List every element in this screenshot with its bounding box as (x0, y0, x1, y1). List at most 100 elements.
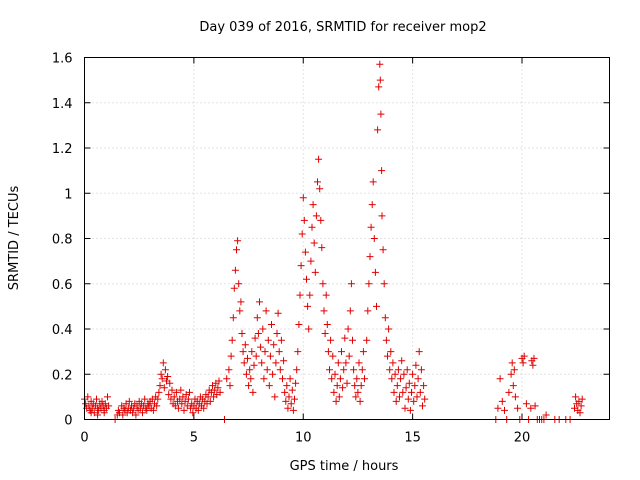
data-point (496, 375, 504, 383)
data-point (404, 395, 412, 403)
data-point (361, 375, 368, 383)
data-point (231, 266, 239, 274)
data-point (279, 375, 286, 383)
data-point (417, 366, 425, 374)
data-point (409, 370, 417, 378)
data-point (309, 201, 317, 209)
data-point (119, 411, 127, 419)
data-point (344, 325, 352, 333)
data-point (296, 291, 304, 299)
data-point (529, 361, 537, 369)
data-point (346, 307, 354, 315)
data-point (339, 384, 347, 392)
data-point (93, 395, 100, 403)
data-point (172, 388, 180, 396)
data-point (261, 348, 269, 356)
data-point (292, 379, 300, 387)
data-point (399, 388, 407, 396)
data-point (277, 336, 285, 344)
x-tick-label: 10 (295, 431, 312, 446)
data-point (175, 404, 183, 412)
x-axis-label: GPS time / hours (290, 459, 399, 474)
data-point (355, 359, 363, 367)
data-point (157, 370, 165, 378)
data-point (414, 375, 422, 383)
data-point (265, 382, 273, 390)
chart-title: Day 039 of 2016, SRMTID for receiver mop… (199, 20, 486, 35)
data-point (271, 393, 279, 401)
data-point (242, 370, 250, 378)
data-point (299, 194, 307, 202)
data-point (301, 248, 309, 256)
data-point (352, 393, 360, 401)
data-point (365, 280, 373, 288)
data-points (81, 60, 586, 423)
data-point (257, 343, 265, 351)
data-point (320, 307, 328, 315)
data-point (340, 366, 348, 374)
data-point (284, 404, 292, 412)
data-point (514, 404, 522, 412)
data-point (158, 375, 166, 383)
data-point (303, 275, 310, 283)
data-point (161, 366, 169, 374)
data-point (420, 382, 428, 390)
data-point (258, 359, 266, 367)
data-point (306, 291, 314, 299)
data-point (520, 352, 528, 360)
data-point (288, 386, 296, 394)
data-point (510, 366, 518, 374)
data-point (194, 406, 202, 414)
data-point (378, 212, 386, 220)
data-point (262, 307, 270, 315)
data-point (233, 246, 240, 254)
data-point (405, 379, 413, 387)
x-tick-label: 15 (404, 431, 421, 446)
data-point (419, 402, 426, 410)
data-point (385, 325, 393, 333)
data-point (408, 388, 415, 396)
data-point (507, 370, 515, 378)
y-tick-label: 1 (64, 187, 72, 202)
y-tick-label: 0 (64, 414, 72, 429)
data-point (501, 406, 508, 414)
data-point (307, 257, 315, 265)
data-point (246, 366, 254, 374)
data-point (104, 393, 111, 401)
data-point (356, 397, 364, 405)
data-point (329, 352, 337, 360)
data-point (263, 366, 271, 374)
y-tick-label: 0.6 (52, 278, 73, 293)
data-point (305, 325, 313, 333)
data-point (376, 60, 384, 68)
data-point (370, 235, 378, 242)
data-point (410, 397, 418, 405)
data-point (274, 309, 282, 317)
data-point (331, 370, 339, 378)
data-point (272, 359, 280, 367)
data-point (87, 409, 95, 417)
data-point (531, 402, 539, 410)
data-point (530, 354, 538, 362)
data-point (542, 411, 550, 419)
data-point (264, 336, 272, 344)
data-point (223, 375, 231, 383)
data-point (527, 404, 535, 412)
data-point (244, 354, 251, 362)
data-point (334, 359, 342, 367)
data-point (318, 244, 326, 252)
data-point (413, 393, 421, 401)
data-point (494, 404, 502, 412)
data-point (345, 352, 353, 360)
data-point (312, 212, 320, 220)
data-point (314, 178, 321, 186)
data-point (401, 404, 409, 412)
data-point (343, 379, 351, 387)
data-point (236, 307, 244, 315)
data-point (359, 348, 367, 356)
data-point (249, 388, 257, 396)
data-point (411, 382, 419, 390)
data-point (315, 155, 323, 163)
data-point (266, 352, 274, 360)
data-point (291, 395, 298, 403)
